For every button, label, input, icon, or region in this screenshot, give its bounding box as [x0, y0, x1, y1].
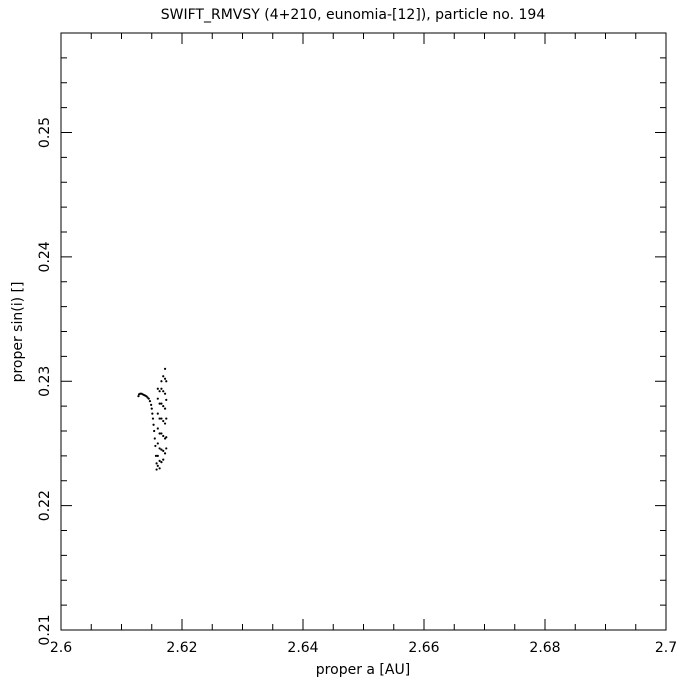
x-tick-label: 2.62 [166, 640, 197, 656]
chart-title: SWIFT_RMVSY (4+210, eunomia-[12]), parti… [161, 7, 546, 23]
data-point [156, 442, 159, 445]
data-point [162, 405, 165, 408]
data-point [150, 403, 153, 406]
data-point [160, 380, 163, 383]
x-tick-label: 2.7 [655, 640, 677, 656]
x-tick-label: 2.66 [408, 640, 439, 656]
data-point [155, 462, 158, 465]
data-point [155, 468, 158, 471]
data-point [147, 397, 150, 400]
data-point [156, 387, 159, 390]
data-point [165, 436, 168, 439]
plot-frame [60, 32, 667, 631]
y-axis-ticks [61, 32, 666, 631]
data-point [151, 412, 154, 415]
data-point [158, 390, 161, 393]
data-point [152, 423, 155, 426]
data-point [162, 419, 165, 423]
data-point [162, 390, 165, 393]
x-tick-label: 2.68 [529, 640, 560, 656]
data-point [162, 449, 165, 452]
data-point [160, 460, 163, 464]
data-point [163, 377, 167, 380]
data-point [158, 447, 161, 450]
y-tick-label: 0.22 [37, 490, 53, 521]
data-point [160, 432, 163, 435]
data-point [158, 459, 161, 462]
data-point [154, 454, 158, 457]
data-point [156, 412, 159, 415]
data-point [163, 452, 167, 455]
y-tick-label: 0.21 [37, 614, 53, 645]
data-point [158, 432, 161, 435]
data-point [162, 458, 165, 461]
data-point [154, 444, 157, 448]
x-tick-label: 2.6 [50, 640, 72, 656]
data-point [165, 380, 168, 383]
data-point [165, 447, 168, 450]
data-point [163, 407, 167, 410]
data-point [163, 367, 167, 370]
data-points [137, 367, 168, 471]
data-point [150, 407, 153, 410]
data-point [158, 402, 161, 405]
data-point [162, 434, 165, 438]
x-axis-ticks [60, 33, 667, 630]
data-point [151, 417, 155, 420]
data-point [163, 422, 167, 425]
data-point [162, 375, 165, 378]
x-tick-label: 2.64 [287, 640, 318, 656]
y-tick-label: 0.24 [37, 241, 53, 272]
y-tick-label: 0.25 [37, 117, 53, 148]
y-axis-tick-labels: 0.21 0.22 0.23 0.24 0.25 [37, 117, 53, 646]
data-point [160, 387, 163, 390]
y-axis-label: proper sin(i) [] [10, 282, 26, 383]
data-point [163, 392, 167, 395]
data-point [148, 400, 152, 403]
data-point [156, 454, 159, 457]
data-point [160, 402, 163, 405]
data-point [160, 417, 163, 420]
x-axis-tick-labels: 2.6 2.62 2.64 2.66 2.68 2.7 [50, 640, 677, 656]
y-tick-label: 0.23 [37, 366, 53, 397]
data-point [160, 448, 163, 451]
data-point [153, 429, 156, 433]
data-point [156, 427, 159, 430]
data-point [137, 395, 140, 398]
data-point [165, 417, 168, 420]
data-point [156, 397, 159, 400]
data-point [158, 467, 161, 470]
data-point [165, 398, 168, 402]
data-point [158, 417, 161, 420]
x-axis-label: proper a [AU] [316, 662, 410, 678]
data-point [156, 464, 159, 467]
data-point [153, 437, 156, 440]
